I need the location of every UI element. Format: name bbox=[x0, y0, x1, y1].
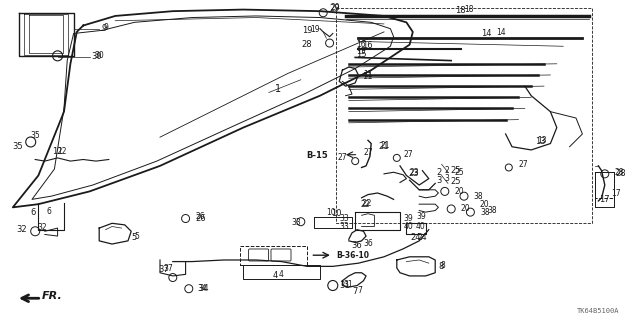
Text: 21: 21 bbox=[379, 142, 389, 151]
Text: 25: 25 bbox=[454, 168, 464, 177]
Text: 17: 17 bbox=[611, 189, 621, 198]
Text: 33: 33 bbox=[339, 214, 349, 223]
Text: 21: 21 bbox=[381, 141, 390, 150]
Text: 8: 8 bbox=[440, 261, 445, 270]
Text: 31: 31 bbox=[344, 280, 353, 289]
Text: 27: 27 bbox=[338, 153, 348, 162]
Text: 27: 27 bbox=[403, 150, 413, 159]
Text: 37: 37 bbox=[158, 265, 168, 274]
Text: 11: 11 bbox=[364, 70, 373, 79]
Text: 29: 29 bbox=[330, 4, 340, 13]
Text: 14: 14 bbox=[481, 29, 492, 38]
Text: 30: 30 bbox=[94, 51, 104, 60]
Text: 28: 28 bbox=[301, 40, 312, 49]
Text: 22: 22 bbox=[362, 199, 372, 208]
Text: 2: 2 bbox=[445, 166, 449, 175]
Text: 19: 19 bbox=[302, 26, 312, 35]
Text: 9: 9 bbox=[101, 24, 106, 33]
Text: 3: 3 bbox=[445, 174, 450, 182]
Text: 15: 15 bbox=[356, 50, 367, 59]
FancyBboxPatch shape bbox=[248, 249, 269, 261]
Text: 5: 5 bbox=[131, 233, 136, 242]
Text: 14: 14 bbox=[496, 28, 506, 37]
Text: 19: 19 bbox=[310, 25, 319, 34]
Text: 20: 20 bbox=[480, 200, 490, 209]
Text: 26: 26 bbox=[195, 214, 206, 223]
Text: 10: 10 bbox=[326, 208, 336, 217]
Text: 32: 32 bbox=[37, 223, 47, 232]
Text: B-36-10: B-36-10 bbox=[336, 251, 369, 260]
Text: 2: 2 bbox=[436, 168, 442, 177]
Text: 31: 31 bbox=[339, 281, 350, 290]
Text: 11: 11 bbox=[362, 72, 372, 81]
Text: 25: 25 bbox=[450, 177, 460, 186]
Text: 7: 7 bbox=[353, 287, 358, 296]
Text: 7: 7 bbox=[357, 286, 362, 295]
Text: 5: 5 bbox=[134, 232, 140, 241]
Text: 40: 40 bbox=[403, 222, 413, 231]
Text: 34: 34 bbox=[198, 284, 209, 293]
Text: 38: 38 bbox=[488, 206, 497, 215]
Text: 38: 38 bbox=[474, 192, 483, 201]
Text: 34: 34 bbox=[197, 284, 207, 293]
Text: 18: 18 bbox=[456, 6, 466, 15]
Text: 39: 39 bbox=[403, 214, 413, 223]
Text: 10: 10 bbox=[331, 209, 341, 218]
FancyBboxPatch shape bbox=[271, 249, 291, 261]
Text: 36: 36 bbox=[352, 241, 362, 250]
Text: 23: 23 bbox=[408, 169, 419, 178]
Text: 12: 12 bbox=[52, 147, 63, 156]
Text: 12: 12 bbox=[58, 147, 67, 156]
Text: 22: 22 bbox=[360, 200, 370, 209]
Text: 39: 39 bbox=[416, 212, 426, 221]
Text: 27: 27 bbox=[364, 148, 373, 157]
Text: 9: 9 bbox=[104, 23, 109, 32]
Text: 16: 16 bbox=[356, 40, 366, 48]
Text: 25: 25 bbox=[450, 166, 460, 175]
Text: 4: 4 bbox=[278, 271, 284, 279]
Text: 23: 23 bbox=[410, 168, 419, 177]
Text: 4: 4 bbox=[273, 271, 278, 280]
Text: 28: 28 bbox=[614, 168, 624, 177]
Text: 27: 27 bbox=[518, 160, 528, 169]
Text: 8: 8 bbox=[438, 262, 444, 271]
Text: 40: 40 bbox=[416, 222, 426, 231]
Text: 24: 24 bbox=[411, 233, 421, 242]
Text: 38: 38 bbox=[480, 208, 490, 217]
Text: 37: 37 bbox=[164, 264, 173, 273]
Text: 18: 18 bbox=[464, 5, 474, 14]
Text: 29: 29 bbox=[331, 4, 340, 12]
Text: 33: 33 bbox=[292, 218, 301, 227]
Text: B-15: B-15 bbox=[306, 151, 328, 160]
Text: 15: 15 bbox=[356, 48, 366, 56]
Text: 13: 13 bbox=[536, 137, 546, 146]
Text: FR.: FR. bbox=[42, 291, 62, 301]
Text: 6: 6 bbox=[30, 208, 35, 217]
Text: 35: 35 bbox=[31, 131, 40, 140]
Text: 32: 32 bbox=[17, 225, 28, 234]
Text: 28: 28 bbox=[616, 169, 627, 178]
Text: 33: 33 bbox=[339, 222, 349, 231]
Text: TK64B5100A: TK64B5100A bbox=[577, 308, 620, 314]
Text: 24: 24 bbox=[418, 233, 428, 242]
Text: 13: 13 bbox=[538, 136, 547, 145]
Text: 1: 1 bbox=[275, 84, 282, 94]
Text: 3: 3 bbox=[436, 176, 442, 185]
Text: 16: 16 bbox=[362, 41, 372, 50]
Text: 35: 35 bbox=[12, 142, 23, 151]
Text: 20: 20 bbox=[454, 187, 464, 196]
Text: 36: 36 bbox=[364, 239, 373, 248]
Text: 26: 26 bbox=[195, 212, 205, 221]
FancyBboxPatch shape bbox=[240, 246, 307, 265]
Text: 17: 17 bbox=[600, 195, 610, 204]
Text: 30: 30 bbox=[92, 52, 102, 61]
Text: 20: 20 bbox=[461, 204, 470, 213]
Text: 6: 6 bbox=[47, 207, 52, 216]
